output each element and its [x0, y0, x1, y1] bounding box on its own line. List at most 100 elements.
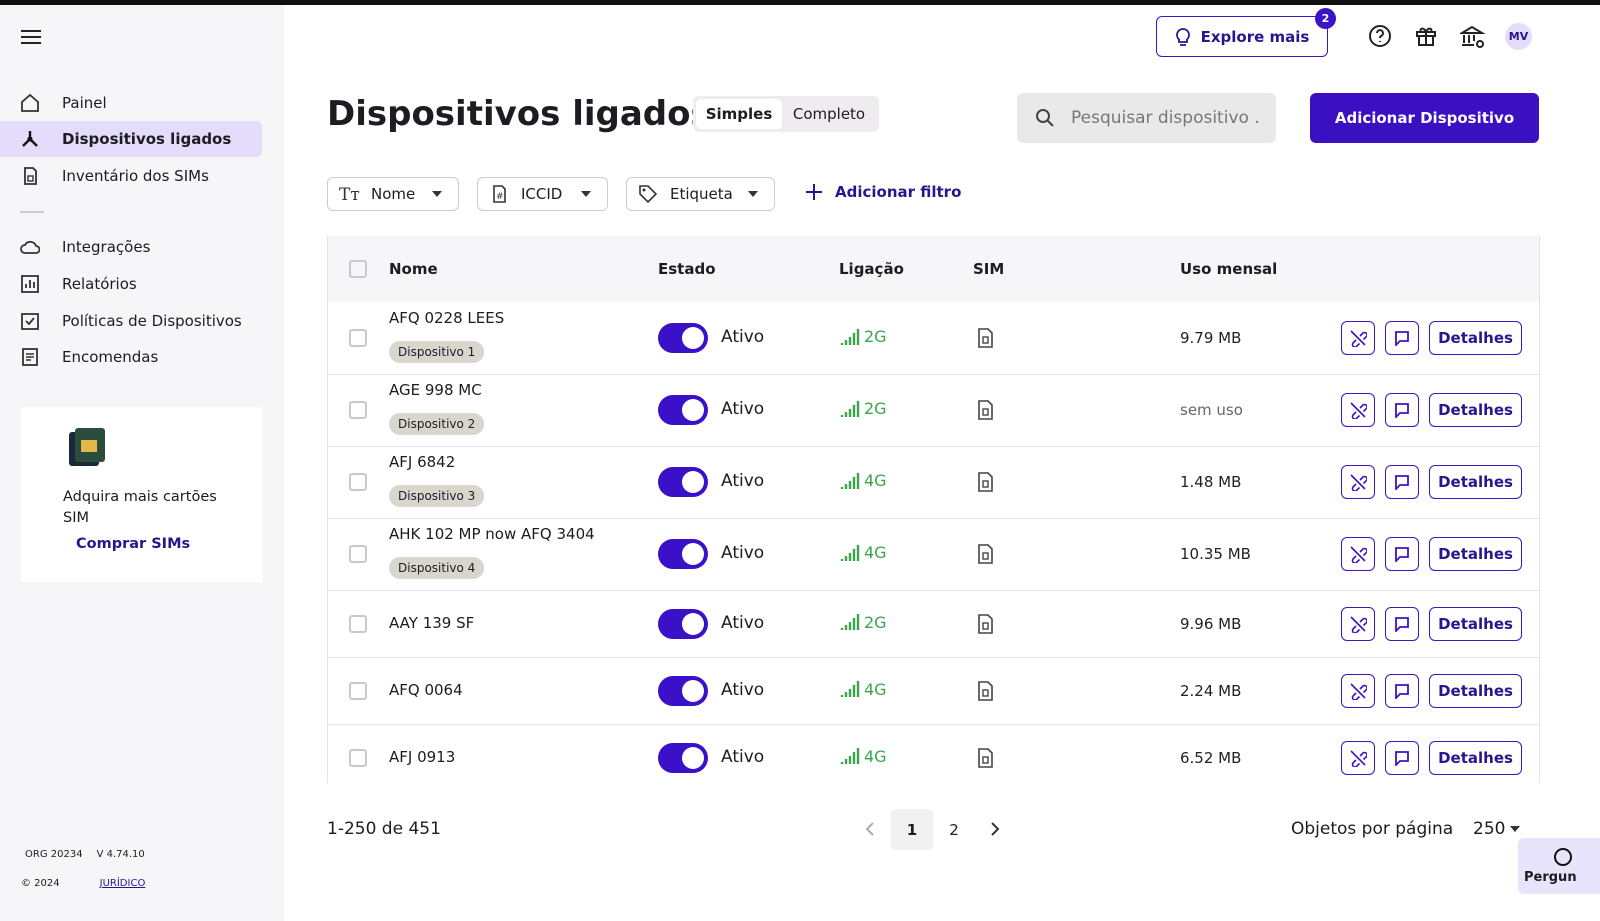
view-option[interactable]: Completo — [792, 105, 866, 123]
row-checkbox[interactable] — [349, 329, 367, 347]
message-button[interactable] — [1385, 321, 1419, 355]
bank-icon[interactable] — [1460, 24, 1486, 50]
nav-item[interactable]: Integrações — [0, 229, 262, 265]
caret — [748, 191, 758, 197]
nav-item[interactable]: Dispositivos ligados — [0, 121, 262, 157]
column-header[interactable]: Nome — [389, 260, 438, 278]
status-toggle[interactable] — [658, 742, 708, 773]
details-button[interactable]: Detalhes — [1429, 537, 1522, 571]
avatar[interactable]: MV — [1505, 23, 1532, 50]
table-row: AFQ 0064 Ativo 4G 2.24 MB Detalhes — [328, 657, 1539, 725]
status-toggle[interactable] — [658, 539, 708, 569]
status-toggle[interactable] — [658, 675, 708, 706]
signal-icon-svg — [840, 328, 860, 345]
nav-item[interactable]: Encomendas — [0, 339, 262, 375]
nav-icon — [22, 348, 38, 366]
table-row: AAY 139 SF Ativo 2G 9.96 MB Detalhes — [328, 590, 1539, 658]
row-checkbox[interactable] — [349, 473, 367, 491]
gift-icon[interactable] — [1414, 24, 1438, 48]
unlink-button[interactable] — [1341, 537, 1375, 571]
row-checkbox[interactable] — [349, 401, 367, 419]
unlink-button[interactable] — [1341, 740, 1375, 775]
legal-link[interactable]: JURÍDICO — [99, 878, 146, 889]
status-toggle[interactable] — [658, 608, 708, 639]
prev-page[interactable] — [864, 822, 876, 836]
promo-link[interactable]: Comprar SIMs — [76, 536, 191, 552]
page[interactable]: 2 — [949, 820, 959, 839]
message-button[interactable] — [1385, 606, 1419, 641]
column-header[interactable]: Estado — [658, 260, 716, 278]
signal-icon — [840, 400, 860, 418]
menu-icon[interactable] — [20, 29, 42, 45]
sim-icon — [976, 680, 994, 705]
status-toggle[interactable] — [658, 467, 708, 497]
signal-icon — [840, 472, 860, 490]
add-device-button[interactable]: Adicionar Dispositivo — [1310, 93, 1539, 143]
toggle-knob — [682, 543, 704, 565]
details-button[interactable]: Detalhes — [1429, 740, 1522, 775]
toggle-knob — [682, 471, 704, 493]
network: 4G — [840, 747, 887, 766]
version-info: ORG 20234 V 4.74.10 — [25, 849, 145, 860]
page-current[interactable]: 1 — [891, 809, 933, 850]
unlink-button[interactable] — [1341, 606, 1375, 641]
caret — [581, 191, 591, 197]
view-option-active[interactable]: Simples — [696, 99, 782, 129]
details-button[interactable]: Detalhes — [1429, 321, 1522, 355]
help-widget[interactable]: Pergun — [1518, 838, 1600, 894]
add-filter[interactable]: Adicionar filtro — [805, 183, 961, 201]
copyright: © 2024 — [21, 878, 60, 889]
details-button[interactable]: Detalhes — [1429, 393, 1522, 427]
message-button[interactable] — [1385, 393, 1419, 427]
per-page-select[interactable]: 250 — [1473, 819, 1521, 839]
message-button[interactable] — [1385, 537, 1419, 571]
details-button[interactable]: Detalhes — [1429, 465, 1522, 499]
filter-dropdown[interactable]: Etiqueta — [626, 177, 775, 211]
row-checkbox[interactable] — [349, 681, 367, 700]
signal-icon — [840, 680, 860, 698]
nav-item[interactable]: Relatórios — [0, 266, 262, 302]
column-header[interactable]: SIM — [973, 260, 1005, 278]
details-button[interactable]: Detalhes — [1429, 673, 1522, 708]
unlink-button[interactable] — [1341, 393, 1375, 427]
sim-icon — [976, 472, 994, 496]
details-button[interactable]: Detalhes — [1429, 606, 1522, 641]
org: ORG 20234 — [25, 849, 83, 860]
row-checkbox[interactable] — [349, 545, 367, 563]
status-toggle[interactable] — [658, 395, 708, 425]
signal-icon — [840, 544, 860, 562]
row-checkbox[interactable] — [349, 614, 367, 633]
signal-icon — [840, 747, 860, 765]
message-button[interactable] — [1385, 673, 1419, 708]
message-button[interactable] — [1385, 740, 1419, 775]
next-page[interactable] — [989, 822, 1001, 836]
status-toggle[interactable] — [658, 323, 708, 353]
message-icon — [1395, 403, 1409, 418]
version: V 4.74.10 — [96, 849, 145, 860]
unlink-icon — [1350, 615, 1367, 633]
message-icon — [1395, 475, 1409, 490]
unlink-button[interactable] — [1341, 673, 1375, 708]
table-row: AFQ 0228 LEES Dispositivo 1 Ativo 2G 9.79 MB… — [328, 302, 1539, 375]
select-all[interactable] — [349, 260, 367, 278]
help-icon[interactable] — [1368, 24, 1392, 48]
nav-item[interactable]: Painel — [0, 85, 262, 121]
range: 1-250 de 451 — [327, 819, 441, 839]
filter-label: ICCID — [521, 185, 563, 203]
unlink-button[interactable] — [1341, 465, 1375, 499]
message-button[interactable] — [1385, 465, 1419, 499]
filter-dropdown[interactable]: # ICCID — [477, 177, 608, 211]
nav-item[interactable]: Políticas de Dispositivos — [0, 303, 262, 339]
search-box[interactable]: Pesquisar dispositivo . — [1017, 93, 1276, 143]
column-header[interactable]: Ligação — [839, 260, 904, 278]
filter-dropdown[interactable]: Tт Nome — [327, 177, 459, 211]
network: 2G — [840, 613, 887, 632]
nav-item[interactable]: Inventário dos SIMs — [0, 158, 262, 194]
row-checkbox[interactable] — [349, 748, 367, 767]
column-header[interactable]: Uso mensal — [1180, 260, 1278, 278]
explore-button[interactable]: Explore mais — [1156, 16, 1328, 57]
unlink-button[interactable] — [1341, 321, 1375, 355]
device-tag: Dispositivo 1 — [389, 341, 485, 363]
